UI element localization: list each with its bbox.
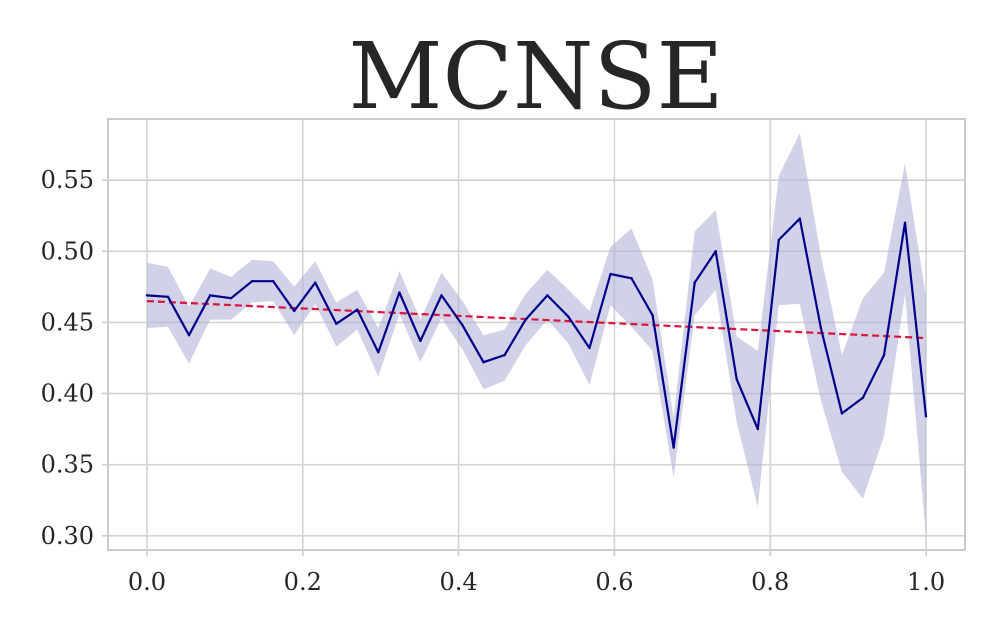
data-point bbox=[208, 294, 212, 297]
y-tick-label: 0.50 bbox=[41, 237, 94, 265]
data-point bbox=[546, 294, 549, 297]
data-point bbox=[314, 281, 317, 284]
data-point bbox=[903, 221, 907, 225]
x-tick-label: 0.4 bbox=[440, 568, 478, 596]
x-tick-label: 0.0 bbox=[128, 568, 166, 596]
data-point bbox=[187, 334, 191, 337]
data-point bbox=[166, 295, 170, 299]
data-point bbox=[229, 297, 233, 300]
plot-area: 0.0 0.2 0.4 0.6 0.8 1.0 0.30 0.35 0.40 0.45 0.50 0.… bbox=[41, 118, 966, 596]
data-point bbox=[756, 427, 759, 431]
data-point bbox=[419, 339, 422, 343]
confidence-band bbox=[147, 133, 926, 536]
data-point bbox=[588, 346, 591, 350]
data-point bbox=[672, 446, 675, 449]
data-point bbox=[651, 314, 654, 317]
data-point bbox=[250, 279, 254, 283]
plot-frame bbox=[107, 118, 966, 551]
y-tick-label: 0.30 bbox=[41, 522, 94, 550]
data-point bbox=[567, 315, 570, 318]
data-point bbox=[440, 294, 443, 297]
data-point bbox=[630, 277, 633, 280]
data-point bbox=[335, 322, 338, 326]
data-point bbox=[293, 309, 296, 313]
data-point bbox=[819, 326, 823, 330]
data-point bbox=[714, 250, 717, 253]
y-tick-label: 0.45 bbox=[41, 308, 94, 336]
data-point bbox=[861, 396, 865, 399]
data-point bbox=[693, 281, 696, 284]
data-point bbox=[735, 378, 738, 381]
data-point bbox=[882, 353, 886, 357]
y-tick-label: 0.55 bbox=[41, 166, 94, 194]
data-point bbox=[798, 217, 802, 220]
data-point bbox=[377, 351, 380, 354]
x-tick-label: 1.0 bbox=[907, 568, 945, 596]
data-point bbox=[609, 272, 612, 276]
y-tick-label: 0.40 bbox=[41, 380, 94, 408]
series-line bbox=[146, 217, 928, 449]
data-point bbox=[924, 415, 928, 418]
data-point bbox=[356, 308, 359, 311]
x-tick-label: 0.2 bbox=[284, 568, 322, 596]
y-tick-label: 0.35 bbox=[41, 451, 94, 479]
chart-title: MCNSE bbox=[348, 23, 723, 130]
data-point bbox=[503, 353, 506, 357]
x-tick-label: 0.8 bbox=[751, 568, 789, 596]
data-point bbox=[461, 324, 464, 327]
data-point bbox=[271, 279, 275, 283]
x-tick-label: 0.6 bbox=[595, 568, 633, 596]
data-point bbox=[777, 238, 780, 242]
data-point bbox=[840, 412, 844, 415]
data-point bbox=[145, 294, 149, 297]
data-point bbox=[398, 291, 401, 294]
data-point bbox=[482, 361, 485, 364]
data-point bbox=[524, 318, 527, 321]
trend-line bbox=[146, 299, 927, 340]
